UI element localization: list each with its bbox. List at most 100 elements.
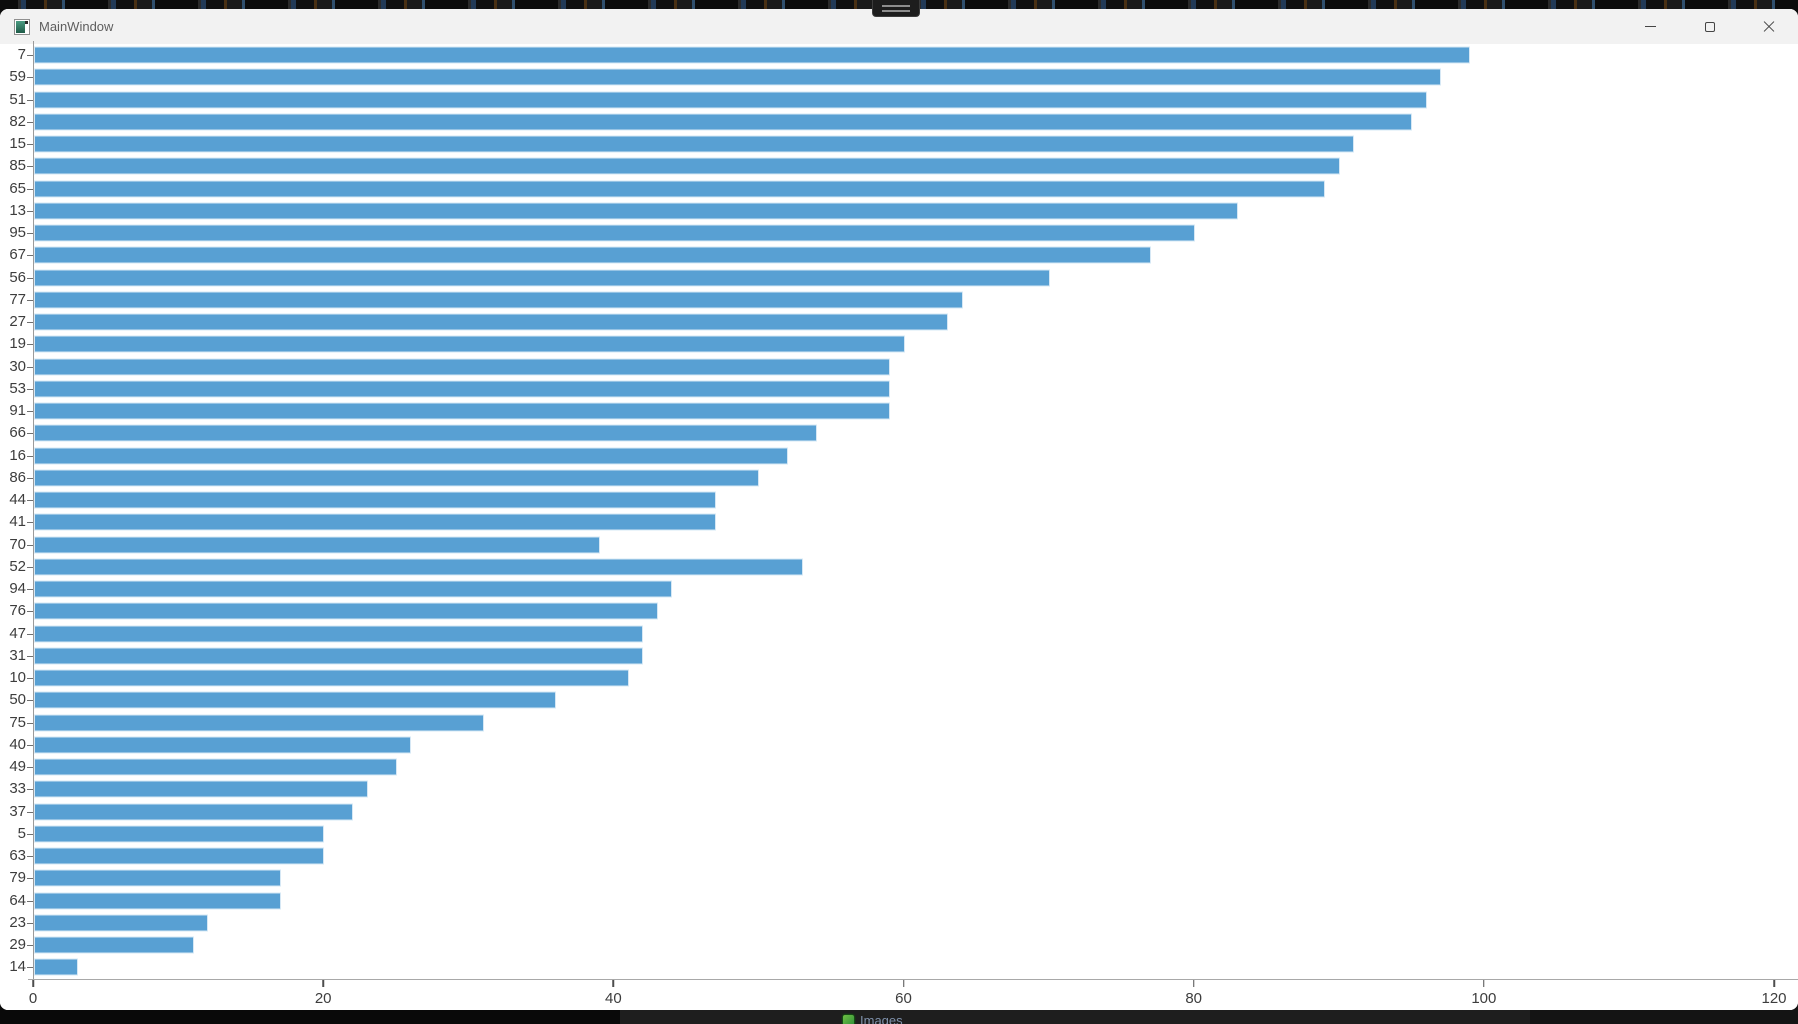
bar [34, 825, 325, 843]
y-tick-label: 63 [9, 847, 26, 865]
y-tick-mark [27, 277, 33, 279]
bar [34, 491, 716, 509]
y-tick-mark [27, 455, 33, 457]
bar [34, 758, 397, 776]
bar [34, 447, 789, 465]
bar [34, 580, 673, 598]
bar-row: 94 [0, 578, 1798, 600]
y-tick-mark [27, 411, 33, 413]
bar [34, 780, 368, 798]
y-tick-label: 76 [9, 602, 26, 620]
y-tick-mark [27, 233, 33, 235]
y-tick-mark [27, 811, 33, 813]
y-tick-label: 50 [9, 691, 26, 709]
bar-row: 82 [0, 111, 1798, 133]
y-tick-mark [27, 900, 33, 902]
bar-row: 52 [0, 556, 1798, 578]
y-tick-mark [27, 166, 33, 168]
bar [34, 269, 1050, 287]
bar-row: 29 [0, 934, 1798, 956]
bar [34, 358, 890, 376]
titlebar[interactable]: MainWindow [0, 9, 1798, 44]
y-tick-label: 13 [9, 201, 26, 219]
bar-row: 49 [0, 756, 1798, 778]
y-tick-label: 41 [9, 513, 26, 531]
bar-row: 19 [0, 333, 1798, 355]
window-title: MainWindow [39, 19, 114, 34]
y-tick-mark [27, 210, 33, 212]
y-tick-mark [27, 678, 33, 680]
y-tick-label: 14 [9, 958, 26, 976]
y-tick-label: 64 [9, 891, 26, 909]
bar-row: 7 [0, 44, 1798, 66]
x-tick-mark [1773, 980, 1775, 987]
y-tick-label: 27 [9, 313, 26, 331]
y-tick-label: 44 [9, 491, 26, 509]
y-tick-label: 33 [9, 780, 26, 798]
bar [34, 380, 890, 398]
bar [34, 647, 644, 665]
y-tick-mark [27, 922, 33, 924]
main-window: MainWindow 7 59 51 82 15 85 65 13 95 67 56 77 27 19 30… [0, 9, 1798, 1010]
window-controls [1621, 9, 1798, 44]
y-tick-mark [27, 789, 33, 791]
y-tick-label: 16 [9, 446, 26, 464]
y-tick-mark [27, 255, 33, 257]
bar [34, 224, 1195, 242]
bar [34, 936, 194, 954]
bar-row: 50 [0, 689, 1798, 711]
x-tick-mark [612, 980, 615, 987]
minimize-button[interactable] [1621, 9, 1680, 44]
bar-row: 86 [0, 467, 1798, 489]
bar-row: 47 [0, 623, 1798, 645]
y-tick-mark [27, 611, 33, 613]
y-tick-label: 65 [9, 179, 26, 197]
bar-row: 5 [0, 823, 1798, 845]
bar-row: 75 [0, 712, 1798, 734]
x-tick-label: 120 [1761, 990, 1787, 1007]
maximize-button[interactable] [1680, 9, 1739, 44]
background-taskbar-edge[interactable]: Images [0, 1006, 1798, 1024]
minimize-icon [1645, 26, 1656, 27]
bar [34, 335, 905, 353]
bar [34, 469, 760, 487]
close-button[interactable] [1739, 9, 1798, 44]
y-tick-mark [27, 366, 33, 368]
bar [34, 513, 716, 531]
y-tick-mark [27, 744, 33, 746]
y-tick-mark [27, 477, 33, 479]
bar-row: 59 [0, 66, 1798, 88]
y-axis-line [33, 41, 34, 979]
x-tick-mark [1192, 980, 1195, 987]
bar [34, 892, 281, 910]
handle-line [882, 9, 910, 12]
taskbar-item-images[interactable]: Images [843, 1013, 903, 1024]
y-tick-mark [27, 299, 33, 301]
y-tick-label: 67 [9, 246, 26, 264]
x-tick-label: 40 [604, 990, 622, 1007]
maximize-icon [1704, 21, 1715, 32]
bar-row: 40 [0, 734, 1798, 756]
y-tick-mark [27, 722, 33, 724]
y-tick-label: 51 [9, 90, 26, 108]
bar [34, 558, 803, 576]
bar-row: 37 [0, 801, 1798, 823]
y-tick-label: 19 [9, 335, 26, 353]
y-tick-mark [27, 566, 33, 568]
close-icon [1763, 21, 1775, 33]
y-tick-mark [27, 878, 33, 880]
bar-row: 53 [0, 378, 1798, 400]
y-tick-label: 95 [9, 224, 26, 242]
bar-row: 67 [0, 244, 1798, 266]
bar-row: 70 [0, 534, 1798, 556]
plot-area: 7 59 51 82 15 85 65 13 95 67 56 77 27 19 30 53 91 66 16 86 4… [0, 44, 1798, 979]
screen-edge-handle[interactable] [872, 0, 920, 17]
y-tick-mark [27, 633, 33, 635]
y-tick-label: 49 [9, 758, 26, 776]
bar-row: 14 [0, 956, 1798, 978]
y-tick-mark [27, 967, 33, 969]
x-tick-mark [32, 980, 34, 987]
bar-row: 79 [0, 867, 1798, 889]
y-tick-label: 37 [9, 802, 26, 820]
bar [34, 202, 1239, 220]
